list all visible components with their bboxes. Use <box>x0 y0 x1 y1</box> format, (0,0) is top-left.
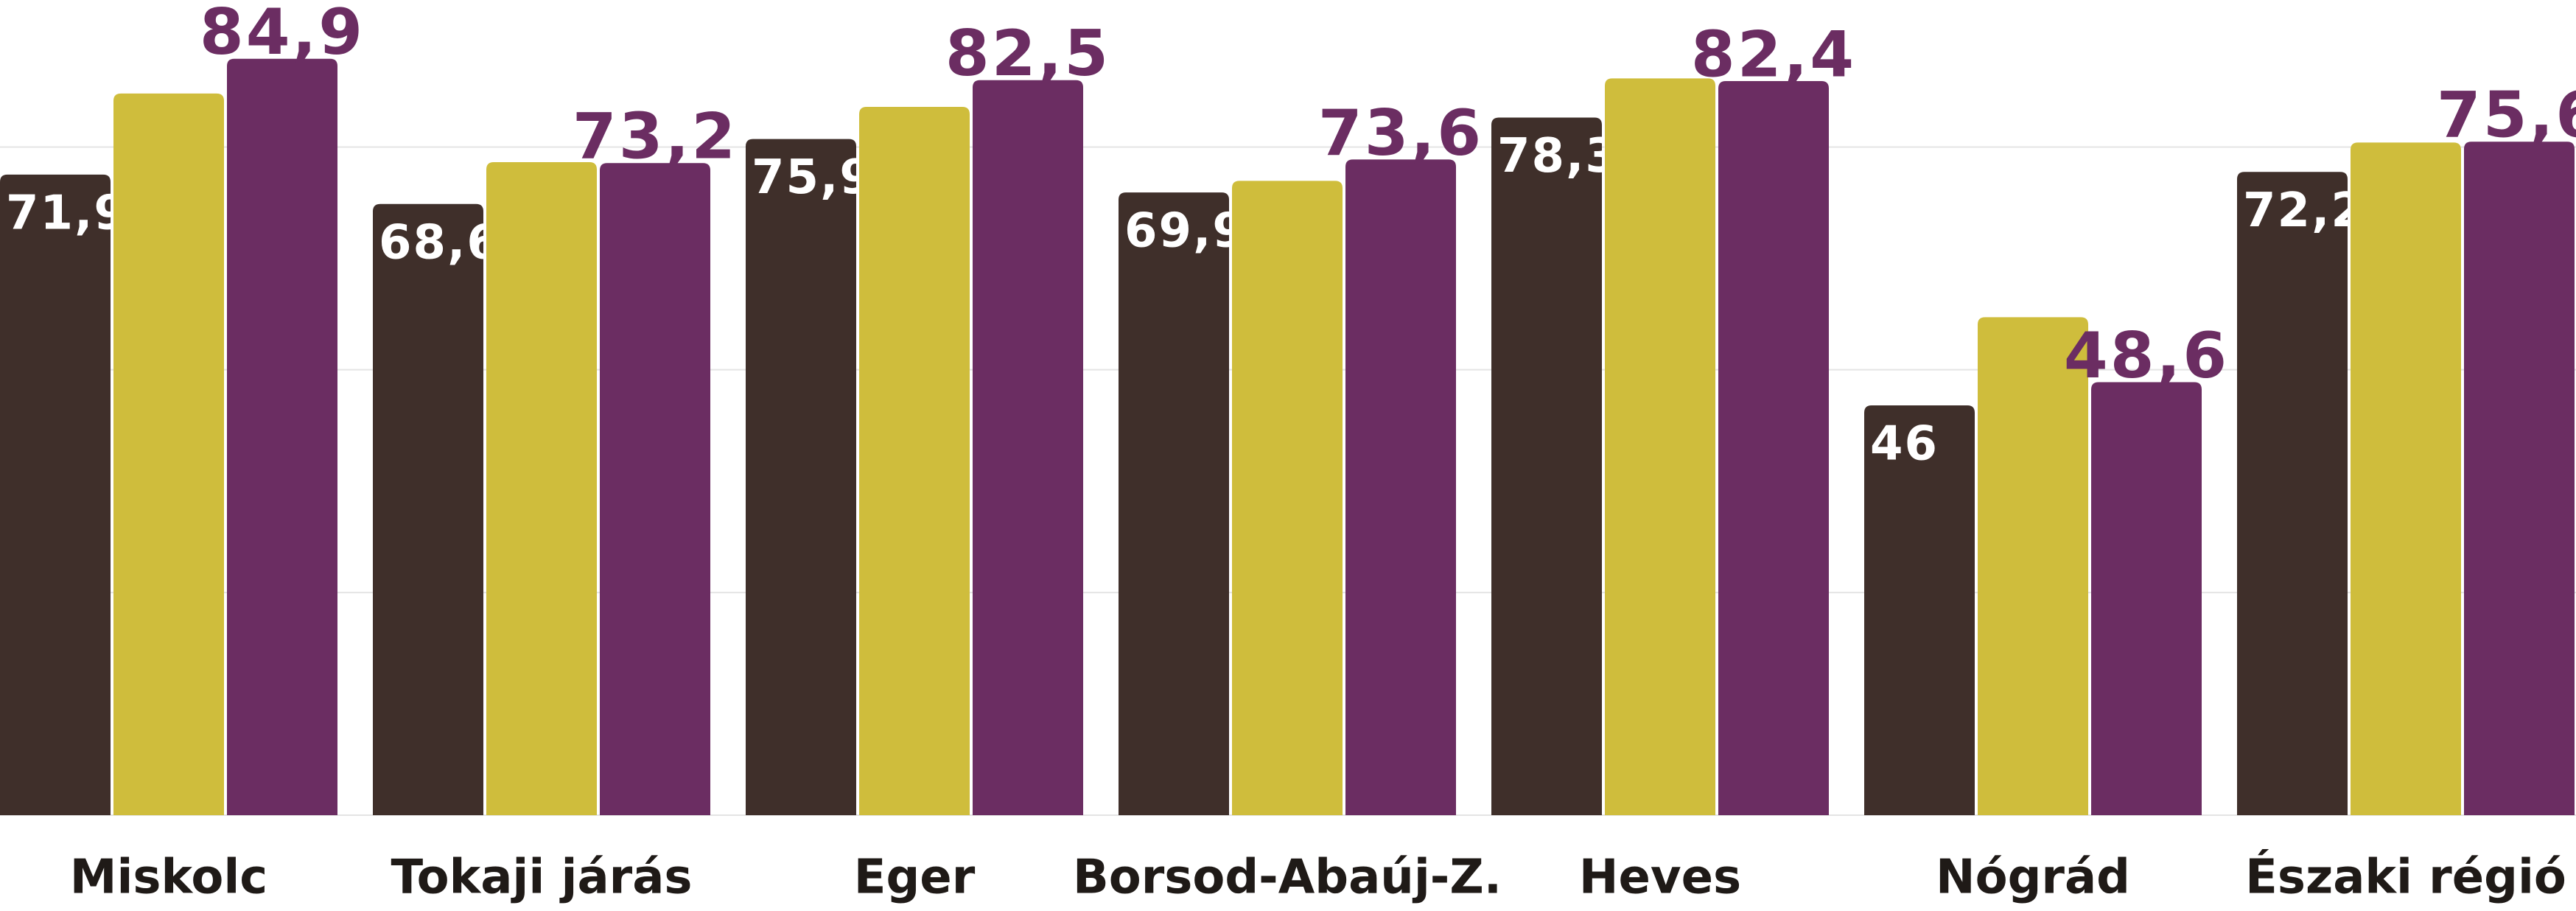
x-tick-label: Borsod-Abaúj-Z. <box>1073 851 1502 905</box>
data-label: 72,2 <box>2243 184 2365 238</box>
bar <box>2091 382 2202 815</box>
data-label: 73,2 <box>573 100 738 174</box>
data-label: 73,6 <box>1318 97 1483 170</box>
bar <box>1978 317 2088 815</box>
bar <box>1491 117 1602 816</box>
bar <box>113 93 224 815</box>
bar <box>0 174 111 815</box>
bar <box>1345 159 1456 816</box>
bar <box>2351 142 2461 815</box>
data-label: 78,3 <box>1497 129 1620 184</box>
data-label: 75,9 <box>752 150 874 205</box>
data-label: 68,6 <box>379 215 501 270</box>
bar <box>2464 142 2575 815</box>
bar <box>227 58 337 815</box>
data-label: 75,6 <box>2437 79 2576 153</box>
data-label: 84,9 <box>200 0 365 69</box>
bar <box>373 203 483 815</box>
bar <box>1232 181 1343 815</box>
bar <box>973 80 1083 816</box>
x-tick-label: Északi régió <box>2245 849 2566 905</box>
data-label: 82,5 <box>945 17 1110 91</box>
data-label: 71,9 <box>6 186 128 240</box>
x-tick-label: Miskolc <box>70 851 267 905</box>
bar <box>1605 78 1715 816</box>
data-label: 48,6 <box>2064 319 2229 393</box>
x-tick-label: Heves <box>1579 851 1741 905</box>
bar <box>746 139 856 815</box>
data-label: 46 <box>1870 417 1939 472</box>
x-tick-label: Eger <box>854 851 976 905</box>
bar <box>600 163 710 815</box>
data-label: 82,4 <box>1691 18 1856 91</box>
bar <box>1119 192 1229 816</box>
bar <box>1864 405 1975 815</box>
data-label: 69,9 <box>1124 204 1247 259</box>
bar <box>1718 80 1829 816</box>
x-tick-label: Tokaji járás <box>391 851 693 905</box>
bar <box>486 161 597 815</box>
x-tick-label: Nógrád <box>1936 851 2130 905</box>
bar <box>859 107 970 815</box>
bar <box>2237 172 2348 816</box>
